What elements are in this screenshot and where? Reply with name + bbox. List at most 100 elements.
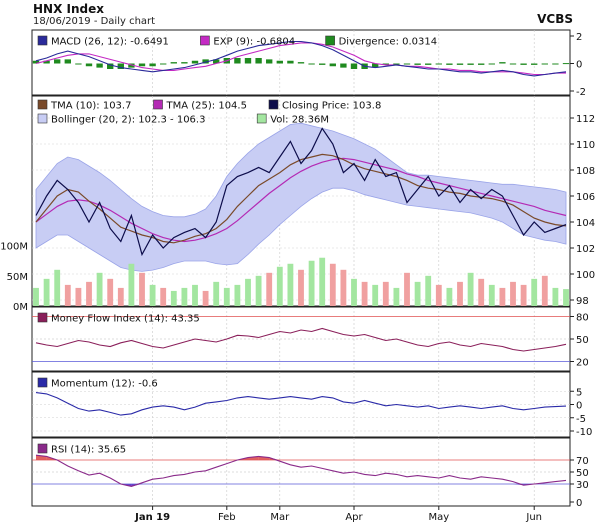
volume-bar bbox=[276, 266, 283, 306]
rsi-tick-label: 0 bbox=[576, 498, 582, 509]
divergence-bar bbox=[520, 63, 527, 65]
divergence-bar bbox=[308, 63, 315, 65]
volume-bar bbox=[160, 287, 167, 306]
divergence-bar bbox=[213, 59, 220, 64]
bollinger-band bbox=[35, 122, 567, 272]
divergence-bar bbox=[96, 63, 103, 68]
divergence-bar bbox=[456, 63, 464, 65]
volume-bar bbox=[361, 281, 368, 306]
divergence-bar bbox=[181, 62, 188, 64]
divergence-bar bbox=[54, 59, 61, 64]
tma10-line bbox=[35, 153, 567, 244]
volume-bar bbox=[435, 284, 442, 306]
divergence-bar bbox=[138, 63, 146, 67]
momentum-tick-label: 0 bbox=[576, 401, 582, 412]
volume-bar bbox=[372, 284, 379, 306]
price-tick-label: 100 bbox=[576, 270, 595, 281]
legend-label: TMA (10): 103.7 bbox=[50, 101, 131, 112]
volume-bar bbox=[86, 281, 92, 306]
price-tick-label: 108 bbox=[576, 166, 595, 177]
volume-bar bbox=[96, 272, 103, 306]
volume-bar bbox=[414, 281, 421, 306]
legend-label: Divergence: 0.0314 bbox=[339, 37, 438, 48]
legend-label: Vol: 28.36M bbox=[270, 115, 329, 126]
volume-bar bbox=[107, 278, 114, 306]
x-axis-label: Jan 19 bbox=[134, 512, 170, 523]
exp-line bbox=[35, 42, 566, 76]
volume-bar bbox=[149, 284, 156, 306]
rsi-tick-label: 50 bbox=[576, 468, 589, 479]
x-axis-label: Apr bbox=[345, 512, 363, 523]
closing-price-line bbox=[35, 127, 567, 257]
divergence-bar bbox=[202, 59, 209, 64]
x-axis-label: Feb bbox=[218, 512, 236, 523]
volume-bar bbox=[457, 281, 463, 306]
divergence-bar bbox=[382, 63, 389, 65]
mfi-tick-label: 20 bbox=[576, 358, 589, 369]
momentum-tick-label: -10 bbox=[576, 427, 592, 438]
volume-bar bbox=[531, 278, 538, 306]
volume-bar bbox=[266, 272, 273, 306]
divergence-bar bbox=[393, 63, 400, 65]
price-tick-label: 98 bbox=[576, 296, 589, 307]
legend-swatch bbox=[325, 35, 335, 46]
volume-bar bbox=[340, 269, 347, 306]
divergence-bar bbox=[170, 62, 177, 64]
divergence-bar bbox=[446, 63, 453, 65]
volume-bar bbox=[329, 263, 336, 306]
volume-bar bbox=[255, 275, 262, 306]
x-axis-label: May bbox=[428, 512, 449, 523]
price-tick-label: 104 bbox=[576, 218, 595, 229]
volume-bar bbox=[298, 269, 304, 306]
divergence-bar bbox=[552, 63, 559, 65]
chart-subtitle: 18/06/2019 - Daily chart bbox=[33, 16, 156, 27]
volume-bar bbox=[552, 287, 559, 306]
legend-label: MACD (26, 12): -0.6491 bbox=[51, 37, 169, 48]
momentum-line bbox=[35, 392, 567, 416]
divergence-bar bbox=[107, 63, 114, 69]
volume-bar bbox=[446, 287, 453, 306]
divergence-bar bbox=[160, 63, 167, 65]
divergence-bar bbox=[562, 63, 570, 65]
x-axis-label: Mar bbox=[270, 512, 290, 523]
divergence-bar bbox=[255, 58, 262, 64]
legend-label: Closing Price: 103.8 bbox=[282, 101, 381, 112]
volume-bar bbox=[351, 278, 357, 306]
volume-bar bbox=[202, 290, 209, 306]
tma25-line bbox=[35, 157, 567, 243]
legend-label: TMA (25): 104.5 bbox=[166, 101, 247, 112]
volume-bar bbox=[488, 284, 495, 306]
volume-tick-label: 0M bbox=[13, 302, 28, 313]
divergence-bar bbox=[435, 63, 442, 65]
macd-tick-label: 0 bbox=[576, 60, 582, 71]
divergence-bar bbox=[75, 63, 82, 65]
volume-bar bbox=[478, 278, 485, 306]
divergence-bar bbox=[340, 63, 347, 68]
price-tick-label: 106 bbox=[576, 192, 595, 203]
volume-bar bbox=[181, 287, 188, 306]
rsi-tick-label: 70 bbox=[576, 456, 589, 467]
divergence-bar bbox=[117, 63, 124, 69]
macd-tick-label: 2 bbox=[576, 32, 582, 43]
divergence-bar bbox=[32, 60, 40, 64]
volume-bar bbox=[499, 287, 506, 306]
divergence-bar bbox=[43, 60, 50, 64]
volume-bar bbox=[520, 284, 527, 306]
volume-bar bbox=[541, 275, 548, 306]
mfi-tick-label: 80 bbox=[576, 313, 589, 324]
divergence-bar bbox=[149, 63, 156, 67]
volume-bar bbox=[234, 284, 241, 306]
momentum-tick-label: 5 bbox=[576, 387, 582, 398]
mfi-line bbox=[35, 327, 567, 352]
divergence-bar bbox=[509, 63, 517, 65]
legend-swatch bbox=[268, 99, 279, 110]
volume-tick-label: 50M bbox=[7, 272, 28, 283]
divergence-bar bbox=[467, 63, 474, 65]
legend-swatch bbox=[37, 113, 48, 124]
volume-bar bbox=[319, 257, 326, 306]
rsi-line bbox=[35, 454, 567, 487]
divergence-bar bbox=[287, 60, 294, 64]
legend-swatch bbox=[200, 35, 210, 46]
volume-bar bbox=[75, 287, 82, 306]
